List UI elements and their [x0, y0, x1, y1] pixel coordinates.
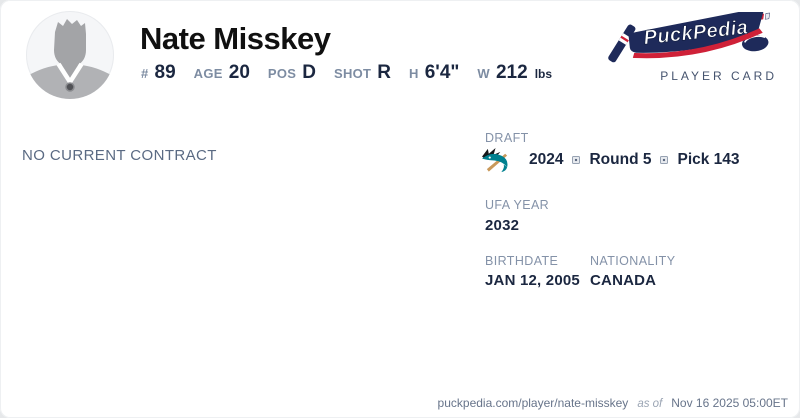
- player-silhouette-icon: [26, 11, 114, 99]
- stat-shot: SHOT R: [334, 62, 391, 84]
- stat-value: D: [302, 62, 316, 83]
- stat-value: 212: [495, 62, 528, 83]
- puckpedia-logo-icon: PuckPedia: [608, 12, 770, 63]
- page-title: Nate Misskey: [140, 21, 331, 56]
- nationality-label: NATIONALITY: [590, 254, 676, 268]
- stat-value: 6'4": [424, 62, 460, 83]
- stat-label: #: [141, 66, 149, 81]
- profile-url: puckpedia.com/player/nate-misskey: [437, 396, 629, 410]
- stat-height: H 6'4": [409, 62, 459, 84]
- stat-jersey-number: # 89: [141, 62, 176, 84]
- stat-weight: W 212 lbs: [477, 62, 552, 84]
- san-jose-sharks-logo-icon: [482, 147, 508, 172]
- stats-row: # 89 AGE 20 POS D SHOT R H 6'4" W 212 lb…: [141, 62, 552, 84]
- birthdate-value: JAN 12, 2005: [485, 272, 580, 289]
- ufa-year-value: 2032: [485, 217, 520, 234]
- brand-tagline: PLAYER CARD: [660, 69, 777, 83]
- stat-unit: lbs: [534, 67, 553, 81]
- square-bullet-icon: [572, 156, 581, 164]
- stat-value: 20: [228, 62, 250, 83]
- stat-label: AGE: [193, 66, 223, 81]
- draft-year: 2024: [529, 151, 564, 168]
- stat-label: W: [477, 66, 490, 81]
- stat-value: R: [377, 62, 392, 83]
- stat-label: H: [409, 66, 419, 81]
- draft-section-label: DRAFT: [485, 131, 529, 145]
- ufa-year-label: UFA YEAR: [485, 198, 550, 212]
- as-of-timestamp: Nov 16 2025 05:00ET: [671, 396, 788, 410]
- square-bullet-icon: [660, 156, 669, 164]
- as-of-label: as of: [637, 398, 663, 410]
- stat-value: 89: [154, 62, 176, 83]
- draft-round: Round 5: [589, 151, 652, 168]
- stat-label: SHOT: [333, 66, 372, 81]
- birthdate-label: BIRTHDATE: [485, 254, 559, 268]
- stat-position: POS D: [268, 62, 316, 84]
- avatar: [25, 10, 115, 100]
- stat-label: POS: [267, 66, 297, 81]
- contract-status: NO CURRENT CONTRACT: [22, 147, 217, 164]
- nationality-value: CANADA: [590, 272, 657, 289]
- draft-pick: Pick 143: [677, 151, 740, 168]
- brand-block: PuckPedia PLAYER CARD: [604, 12, 780, 83]
- stat-age: AGE 20: [194, 62, 250, 84]
- draft-row: 2024 Round 5 Pick 143: [480, 146, 740, 174]
- footer: puckpedia.com/player/nate-misskey as of …: [438, 396, 788, 410]
